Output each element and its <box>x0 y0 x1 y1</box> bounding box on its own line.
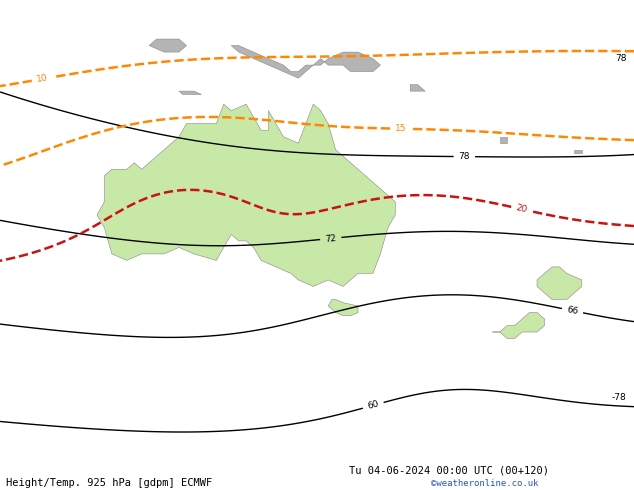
Text: Tu 04-06-2024 00:00 UTC (00+120): Tu 04-06-2024 00:00 UTC (00+120) <box>349 466 548 475</box>
Polygon shape <box>410 85 425 91</box>
Polygon shape <box>179 91 202 95</box>
Text: 72: 72 <box>325 233 337 244</box>
Text: 15: 15 <box>395 124 406 133</box>
Polygon shape <box>492 313 545 339</box>
Text: 78: 78 <box>615 54 626 63</box>
Text: -78: -78 <box>612 392 626 402</box>
Polygon shape <box>537 267 582 299</box>
Text: 66: 66 <box>566 305 579 316</box>
Text: 20: 20 <box>515 203 528 215</box>
Polygon shape <box>231 46 380 78</box>
Text: ©weatheronline.co.uk: ©weatheronline.co.uk <box>431 479 539 488</box>
Polygon shape <box>500 137 507 143</box>
Text: 60: 60 <box>366 399 380 411</box>
Text: Height/Temp. 925 hPa [gdpm] ECMWF: Height/Temp. 925 hPa [gdpm] ECMWF <box>6 478 212 488</box>
Polygon shape <box>574 150 582 153</box>
Polygon shape <box>149 39 186 52</box>
Polygon shape <box>328 299 358 316</box>
Text: 10: 10 <box>36 74 49 84</box>
Text: 78: 78 <box>458 152 470 161</box>
Polygon shape <box>97 104 396 287</box>
